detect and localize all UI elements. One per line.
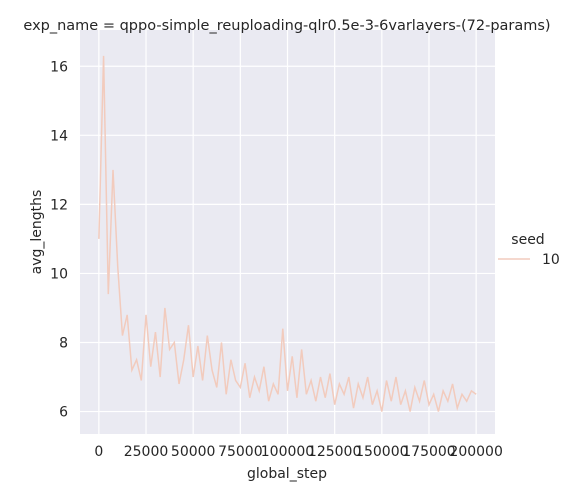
x-tick-label: 175000: [402, 444, 455, 460]
y-tick-label: 14: [50, 128, 68, 144]
y-tick-label: 6: [59, 405, 68, 421]
x-tick-label: 125000: [308, 444, 361, 460]
y-tick-label: 8: [59, 335, 68, 351]
x-tick-label: 50000: [171, 444, 216, 460]
x-tick-label: 150000: [355, 444, 408, 460]
x-tick-label: 100000: [261, 444, 314, 460]
x-tick-label: 75000: [218, 444, 263, 460]
x-tick-label: 25000: [124, 444, 169, 460]
legend-title: seed: [511, 232, 544, 248]
y-tick-label: 10: [50, 266, 68, 282]
y-axis-label: avg_lengths: [29, 190, 45, 275]
data-line: [98, 55, 477, 412]
legend-label: 10: [542, 252, 560, 268]
x-tick-label: 200000: [449, 444, 502, 460]
x-axis-label: global_step: [247, 466, 327, 482]
x-tick-label: 0: [94, 444, 103, 460]
y-tick-label: 16: [50, 59, 68, 75]
chart-title: exp_name = qppo-simple_reuploading-qlr0.…: [23, 18, 550, 34]
y-tick-label: 12: [50, 197, 68, 213]
